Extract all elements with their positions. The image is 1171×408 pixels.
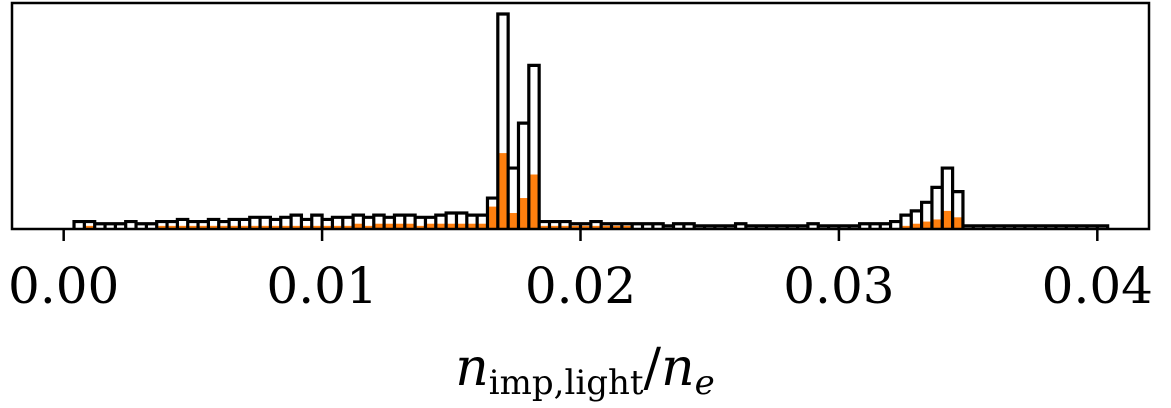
- orange-bar: [249, 225, 261, 228]
- orange-bar: [518, 198, 530, 228]
- x-tick-label: 0.02: [525, 257, 636, 315]
- orange-bar: [487, 206, 499, 228]
- orange-bar: [342, 225, 354, 228]
- orange-bar: [425, 223, 437, 228]
- orange-bar: [394, 223, 406, 228]
- orange-bar: [187, 225, 199, 228]
- orange-bar: [332, 225, 344, 228]
- orange-bar: [466, 223, 478, 228]
- orange-bar: [539, 225, 550, 228]
- orange-bar: [363, 225, 375, 228]
- orange-bar: [456, 223, 468, 228]
- orange-bar: [900, 225, 912, 228]
- orange-bar: [415, 225, 426, 228]
- orange-bar: [156, 225, 168, 228]
- orange-bar: [446, 223, 457, 228]
- orange-bar: [208, 225, 220, 228]
- orange-bar: [952, 217, 964, 228]
- orange-bar: [508, 213, 519, 228]
- x-tick-label: 0.00: [8, 257, 119, 315]
- orange-bar: [921, 221, 933, 228]
- orange-bar: [301, 225, 313, 228]
- orange-filled-histogram-series: [84, 153, 964, 228]
- orange-bar: [167, 225, 178, 228]
- orange-bar: [270, 225, 282, 228]
- orange-bar: [291, 225, 302, 228]
- orange-bar: [218, 225, 230, 228]
- orange-bar: [435, 223, 447, 228]
- orange-bar: [477, 223, 488, 228]
- orange-bar: [229, 225, 240, 228]
- orange-bar: [611, 225, 623, 228]
- orange-bar: [177, 225, 189, 228]
- x-tick-label: 0.04: [1042, 257, 1153, 315]
- black-outline-histogram-series: [72, 12, 1110, 228]
- x-tick-label: 0.01: [266, 257, 377, 315]
- orange-bar: [322, 225, 333, 228]
- x-axis-label: nimp,light/ne: [455, 338, 714, 403]
- orange-bar: [931, 219, 943, 228]
- orange-bar: [621, 225, 633, 228]
- orange-bar: [942, 210, 953, 228]
- orange-bar: [528, 174, 540, 228]
- orange-bar: [601, 225, 612, 228]
- orange-bar: [311, 225, 323, 228]
- orange-bar: [373, 223, 385, 228]
- x-tick-label: 0.03: [783, 257, 894, 315]
- orange-bar: [580, 225, 592, 228]
- plot-frame: [10, 1, 1151, 231]
- orange-bar: [384, 223, 395, 228]
- orange-bar: [84, 225, 95, 228]
- orange-bar: [353, 223, 364, 228]
- orange-bar: [260, 225, 271, 228]
- orange-bar: [497, 153, 509, 228]
- orange-bar: [559, 225, 571, 228]
- orange-bar: [198, 225, 209, 228]
- orange-bar: [911, 223, 922, 228]
- orange-bar: [404, 223, 416, 228]
- orange-bar: [570, 225, 581, 228]
- x-axis-ticks: 0.00 0.01 0.02 0.03 0.04: [8, 229, 1153, 315]
- orange-bar: [239, 225, 251, 228]
- orange-bar: [590, 225, 602, 228]
- orange-bar: [549, 225, 561, 228]
- orange-bar: [280, 225, 292, 228]
